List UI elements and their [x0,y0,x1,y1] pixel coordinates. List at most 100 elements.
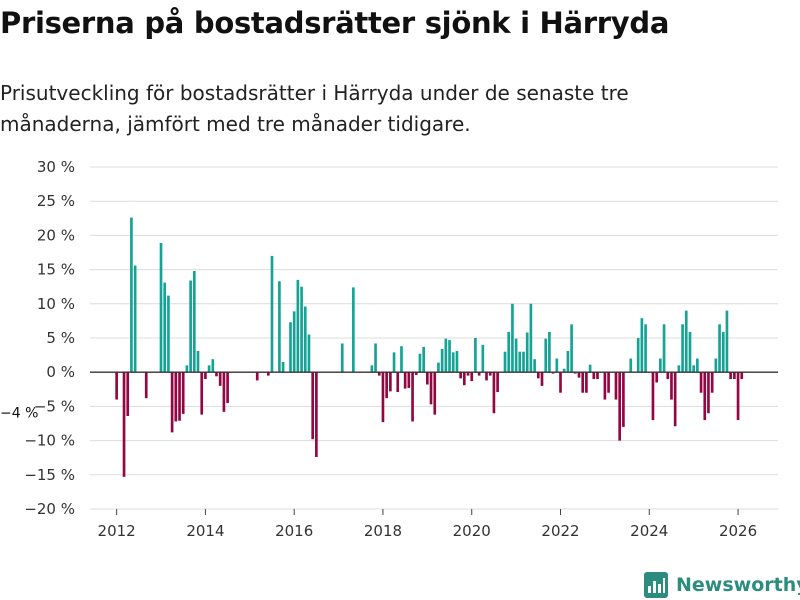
y-tick-label: 5 % [46,329,75,347]
x-tick-label: 2024 [630,522,668,540]
bar [481,344,485,373]
bar [596,372,599,380]
last-value-annotation: −4 % [0,406,38,422]
newsworthy-logo-icon [644,572,668,598]
bar [115,372,118,400]
bar [522,351,525,373]
bar [555,358,559,373]
bar [289,322,292,373]
bar [181,372,185,414]
bar [496,372,499,393]
bar [651,372,655,421]
bar [303,306,307,373]
bar [270,255,274,373]
bar [426,372,429,385]
bar [585,372,588,393]
bar [281,361,285,373]
newsworthy-brand[interactable]: Newsworthy [644,570,800,600]
bar [474,338,477,373]
y-tick-label: 25 % [37,192,75,210]
x-tick-label: 2012 [98,522,136,540]
bar [570,324,573,373]
bar [459,372,462,379]
bar [636,338,640,373]
bar [507,331,511,373]
bar [559,372,562,393]
bar [477,372,481,376]
y-tick-label: 10 % [37,295,75,313]
bar [133,265,137,373]
x-tick-label: 2020 [453,522,491,540]
x-tick-label: 2018 [364,522,402,540]
bar [130,217,133,373]
bar [725,310,729,373]
bar [377,372,381,376]
bar [603,372,607,400]
bar [440,348,444,373]
y-tick-label: 20 % [37,226,75,244]
bar [448,340,451,373]
bar [640,318,644,373]
bar [710,372,714,393]
bar [215,372,218,377]
bar [167,295,170,373]
bar [618,372,622,441]
bar [577,372,581,378]
bar [170,372,174,433]
bar [544,338,548,373]
bar [548,331,551,373]
bar [455,350,459,373]
bar [189,280,192,373]
bar [692,365,695,373]
bar [718,324,721,373]
bar [418,353,422,373]
bar [503,351,507,373]
bar [222,372,226,412]
bar [414,372,418,375]
bar [311,372,315,440]
bar [352,287,355,373]
bar [407,372,411,388]
bar [422,346,425,373]
bar [144,372,148,399]
bar [673,372,677,427]
bar [163,282,167,373]
bar [278,281,281,373]
bar [699,372,703,393]
bar [670,372,673,400]
bar [629,358,633,373]
bar [126,372,130,416]
bar [681,324,684,373]
bar [437,362,440,373]
bar-chart: 30 % 25 % 20 % 15 % 10 % 5 % 0 % −5 % −10 % −15 %… [0,158,778,540]
bar-series [115,217,744,477]
bar [525,332,529,373]
y-tick-label: −20 % [24,500,75,518]
bar [466,372,470,376]
bar [655,372,659,383]
bar [607,372,610,393]
bar [429,372,433,405]
x-tick-label: 2014 [186,522,224,540]
brand-name: Newsworthy [676,574,800,596]
bar [659,358,662,373]
bar [411,372,414,422]
bar [374,343,377,373]
bar [551,372,555,374]
bar [485,372,488,381]
bar [592,372,596,380]
bar [200,372,204,415]
y-tick-label: −15 % [24,466,75,484]
bar [511,303,514,373]
y-tick-label: 0 % [46,363,75,381]
bar [204,372,207,380]
bar [721,331,725,373]
bar [226,372,229,403]
bar [462,372,466,386]
bar [614,372,618,400]
bar [573,372,577,374]
bar [292,311,296,373]
bar [714,358,718,373]
bar [444,338,448,373]
bar [662,324,666,373]
